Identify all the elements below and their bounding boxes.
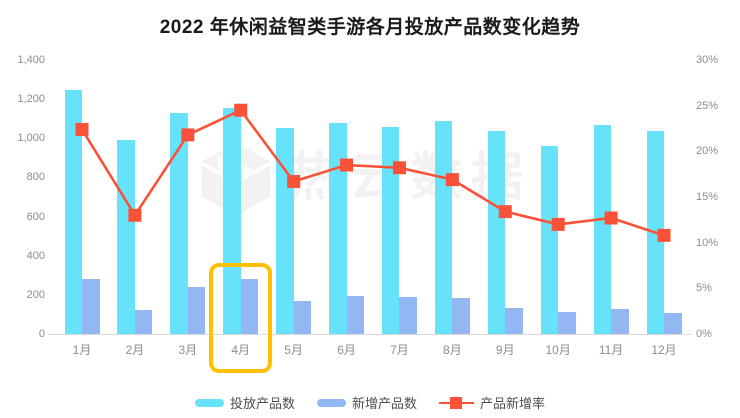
x-axis-tick-label: 7月 [390, 343, 409, 357]
x-axis-tick-label: 10月 [545, 343, 571, 357]
highlight-box-annotation [209, 263, 273, 373]
launched-bar [64, 90, 82, 334]
launched-bar [170, 112, 188, 334]
new-bar [505, 307, 523, 334]
y-axis-left-tick-label: 0 [38, 328, 45, 340]
new-bar [399, 296, 417, 334]
y-axis-left-tick-label: 400 [26, 249, 45, 262]
x-axis-tick-label: 12月 [651, 343, 677, 357]
launched-bar [117, 140, 135, 334]
new-bar [187, 287, 206, 334]
new-bar [611, 308, 629, 334]
launched-bar [434, 120, 453, 334]
legend-label-rate: 产品新增率 [480, 396, 546, 411]
y-axis-right-tick-label: 10% [696, 236, 719, 249]
legend-label-launched: 投放产品数 [229, 396, 295, 411]
launched-bar [276, 127, 294, 334]
legend-item-rate: 产品新增率 [439, 393, 545, 412]
x-axis-line [48, 334, 692, 335]
legend-swatch-launched-bar [194, 398, 224, 407]
legend-label-new: 新增产品数 [351, 396, 417, 411]
legend-swatch-rate-line [439, 396, 474, 409]
y-axis-left-tick-label: 600 [26, 210, 45, 223]
launched-bar [381, 126, 400, 334]
legend-swatch-new-bar [316, 398, 346, 407]
y-axis-right-tick-label: 5% [696, 282, 712, 295]
x-axis-tick-label: 9月 [495, 343, 515, 357]
new-bar [293, 300, 312, 334]
x-axis-tick-label: 2月 [125, 343, 145, 357]
x-axis-tick-label: 4月 [231, 343, 251, 357]
launched-bar [329, 122, 347, 334]
y-axis-right-tick-label: 20% [696, 145, 719, 158]
x-axis-tick-label: 5月 [284, 343, 303, 357]
chart-title: 2022 年休闲益智类手游各月投放产品数变化趋势 [159, 17, 581, 38]
y-axis-right-tick-label: 0% [696, 328, 712, 340]
y-axis-left-tick-label: 800 [26, 171, 45, 184]
launched-bar [487, 131, 506, 334]
legend: 投放产品数 新增产品数 产品新增率 [0, 393, 740, 412]
y-axis-right-tick-label: 15% [696, 191, 719, 203]
y-axis-left-tick-label: 200 [26, 288, 45, 301]
launched-bar [593, 124, 612, 334]
legend-rate-marker-icon [450, 396, 462, 409]
new-bar [346, 295, 365, 334]
new-bar [664, 313, 682, 334]
y-axis-right-tick-label: 30% [696, 54, 719, 66]
y-axis-left-tick-label: 1,000 [17, 132, 45, 145]
watermark: 热云数据 [196, 140, 532, 216]
x-axis-tick-label: 6月 [337, 343, 356, 357]
new-bar [452, 297, 470, 334]
legend-item-launched: 投放产品数 [194, 393, 295, 412]
x-axis-tick-label: 1月 [72, 343, 92, 357]
new-bar [134, 309, 153, 334]
rate-line [80, 108, 665, 237]
new-bar [558, 312, 576, 334]
y-axis-right-tick-label: 25% [696, 99, 719, 112]
y-axis-left-tick-label: 1,200 [17, 93, 45, 106]
new-bar [82, 279, 100, 334]
x-axis-tick-label: 3月 [178, 343, 198, 357]
x-axis-tick-label: 11月 [598, 343, 624, 357]
launched-bar [646, 131, 664, 334]
y-axis-left-tick-label: 1,400 [17, 54, 45, 66]
x-axis-tick-label: 8月 [443, 343, 462, 357]
new-bar [240, 279, 259, 334]
launched-bar [540, 146, 559, 334]
legend-item-new: 新增产品数 [316, 393, 417, 412]
